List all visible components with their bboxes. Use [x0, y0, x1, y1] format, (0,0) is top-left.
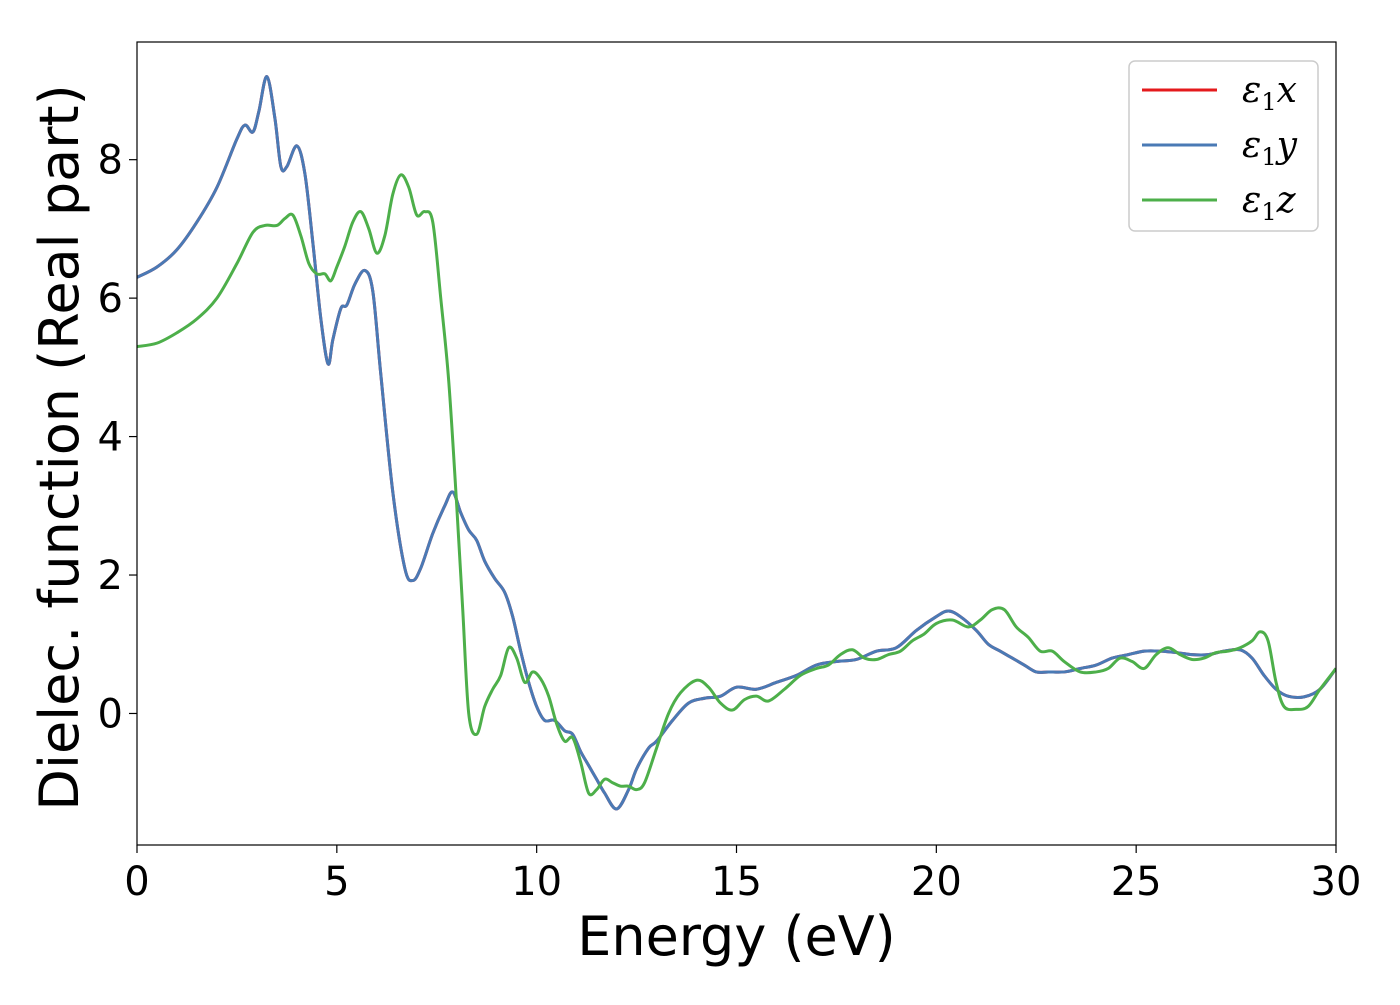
series-line-y	[137, 75, 1336, 811]
legend-subscript-text: 1	[1261, 198, 1276, 226]
legend-base-text: ε	[1242, 70, 1261, 111]
x-axis-label: Energy (eV)	[577, 905, 896, 968]
legend-tail-text: z	[1276, 180, 1297, 221]
series-layer	[137, 75, 1336, 811]
legend-tail-text: y	[1275, 125, 1298, 166]
x-tick-label: 25	[1111, 859, 1162, 905]
x-tick-label: 15	[711, 859, 762, 905]
y-axis-label: Dielec. function (Real part)	[28, 84, 91, 810]
x-tick-label: 5	[324, 859, 349, 905]
y-tick-label: 0	[98, 691, 123, 737]
y-tick-label: 8	[98, 138, 123, 184]
x-tick-label: 10	[511, 859, 562, 905]
legend-subscript-text: 1	[1261, 143, 1276, 171]
series-line-z	[137, 173, 1336, 797]
y-tick-label: 4	[98, 415, 123, 461]
x-tick-label: 30	[1311, 859, 1362, 905]
legend-subscript-text: 1	[1261, 88, 1276, 116]
legend-base-text: ε	[1242, 180, 1261, 221]
legend-box	[1128, 60, 1319, 232]
ticks-layer: 0 5 10 15 20 25 30 0 2 4 6 8	[98, 138, 1362, 905]
legend-label-z: ε1z	[1242, 180, 1297, 226]
legend-label-y: ε1y	[1242, 125, 1298, 171]
legend-base-text: ε	[1242, 125, 1261, 166]
legend-label-x: ε1x	[1242, 70, 1297, 116]
x-tick-label: 20	[911, 859, 962, 905]
legend-tail-text: x	[1277, 70, 1297, 111]
x-tick-label: 0	[124, 859, 149, 905]
y-tick-label: 2	[98, 553, 123, 599]
y-tick-label: 6	[98, 276, 123, 322]
